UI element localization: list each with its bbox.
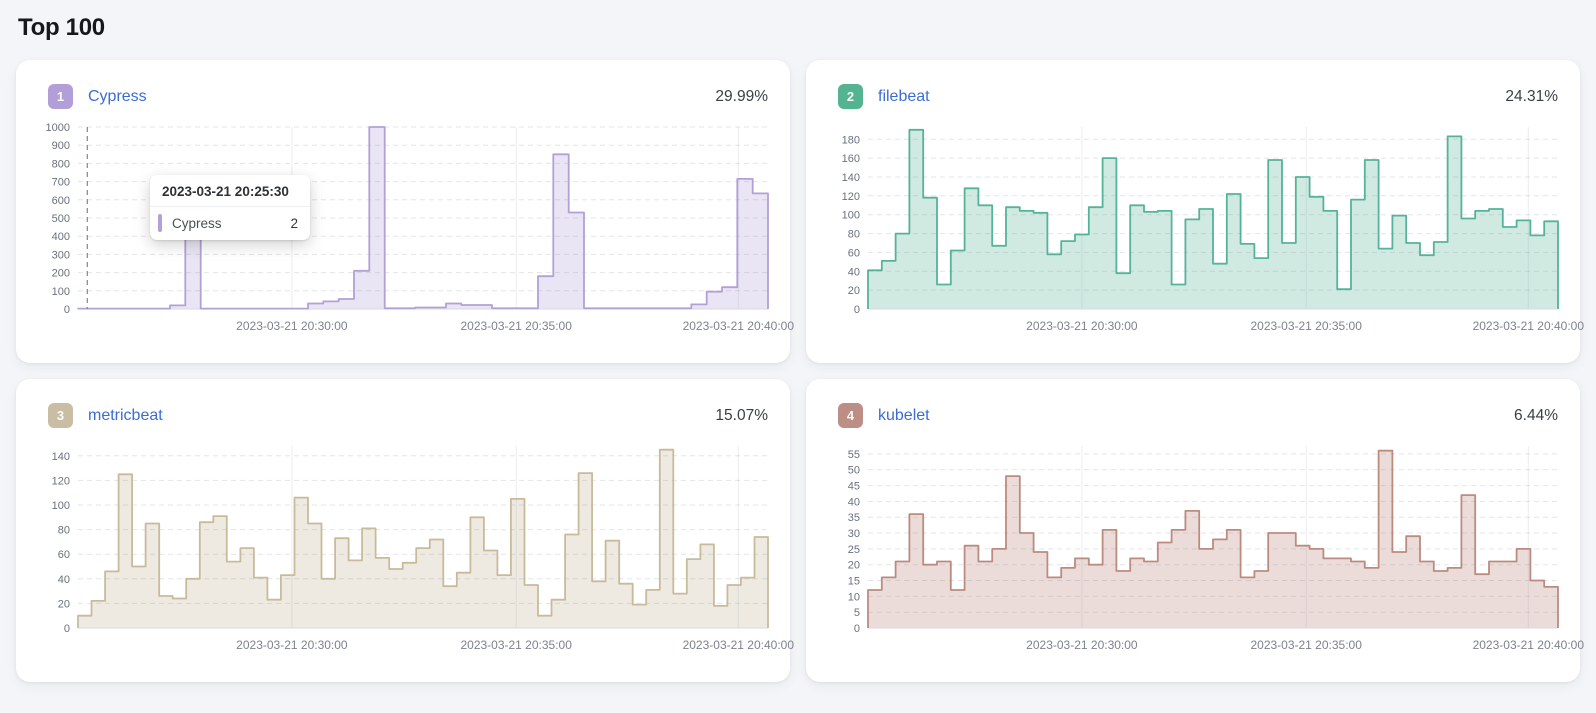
svg-text:80: 80 (58, 525, 70, 537)
tooltip-timestamp: 2023-03-21 20:25:30 (150, 182, 310, 207)
svg-text:40: 40 (58, 574, 70, 586)
svg-text:2023-03-21 20:40:00: 2023-03-21 20:40:00 (683, 319, 795, 333)
series-color-marker (158, 214, 162, 232)
svg-text:120: 120 (52, 475, 70, 487)
svg-text:2023-03-21 20:35:00: 2023-03-21 20:35:00 (1250, 638, 1362, 652)
svg-text:55: 55 (848, 449, 860, 461)
svg-text:60: 60 (848, 247, 860, 259)
card-header: 4 kubelet 6.44% (822, 395, 1564, 428)
rank-badge: 2 (838, 84, 863, 109)
svg-text:100: 100 (842, 210, 860, 222)
svg-text:160: 160 (842, 153, 860, 165)
svg-text:20: 20 (58, 598, 70, 610)
page-title: Top 100 (18, 14, 105, 41)
svg-text:35: 35 (848, 512, 860, 524)
svg-text:200: 200 (52, 268, 70, 280)
svg-text:500: 500 (52, 213, 70, 225)
svg-text:20: 20 (848, 560, 860, 572)
filebeat-area-chart[interactable]: 0 20 40 60 80 100 120 140 160 180 2023-03-21 20:30… (822, 119, 1584, 337)
series-link-metricbeat[interactable]: metricbeat (88, 406, 163, 424)
chart-area: 0 20 40 60 80 100 120 140 2023-03-21 20:30:00 202… (32, 438, 794, 656)
rank-badge: 4 (838, 403, 863, 428)
svg-text:2023-03-21 20:30:00: 2023-03-21 20:30:00 (236, 319, 348, 333)
svg-text:0: 0 (854, 304, 860, 316)
svg-text:15: 15 (848, 576, 860, 588)
chart-card-kubelet: 4 kubelet 6.44% 0 5 10 15 20 25 30 35 40 45 50 55 20… (806, 379, 1584, 682)
share-percent: 6.44% (1514, 406, 1558, 424)
rank-badge: 3 (48, 403, 73, 428)
svg-text:2023-03-21 20:30:00: 2023-03-21 20:30:00 (1026, 319, 1138, 333)
svg-text:50: 50 (848, 465, 860, 477)
card-header: 1 Cypress 29.99% (32, 76, 774, 109)
card-header: 3 metricbeat 15.07% (32, 395, 774, 428)
chart-area: 0 5 10 15 20 25 30 35 40 45 50 55 2023-03-21 20:30:0… (822, 438, 1584, 656)
svg-text:700: 700 (52, 177, 70, 189)
svg-text:2023-03-21 20:35:00: 2023-03-21 20:35:00 (1250, 319, 1362, 333)
cards-grid: 1 Cypress 29.99% 0 100 200 300 400 500 600 700 8… (16, 60, 1584, 682)
svg-text:0: 0 (64, 623, 70, 635)
chart-area: 0 20 40 60 80 100 120 140 160 180 2023-03-21 20:30… (822, 119, 1584, 337)
svg-text:5: 5 (854, 607, 860, 619)
svg-text:2023-03-21 20:30:00: 2023-03-21 20:30:00 (236, 638, 348, 652)
svg-text:400: 400 (52, 231, 70, 243)
svg-text:600: 600 (52, 195, 70, 207)
tooltip-series-row: Cypress 2 (150, 207, 310, 235)
svg-text:2023-03-21 20:40:00: 2023-03-21 20:40:00 (1473, 319, 1585, 333)
svg-text:80: 80 (848, 229, 860, 241)
rank-badge: 1 (48, 84, 73, 109)
svg-text:0: 0 (64, 304, 70, 316)
svg-text:40: 40 (848, 496, 860, 508)
svg-text:30: 30 (848, 528, 860, 540)
metricbeat-area-chart[interactable]: 0 20 40 60 80 100 120 140 2023-03-21 20:30:00 202… (32, 438, 794, 656)
svg-text:20: 20 (848, 285, 860, 297)
card-header: 2 filebeat 24.31% (822, 76, 1564, 109)
share-percent: 15.07% (715, 406, 768, 424)
svg-text:2023-03-21 20:40:00: 2023-03-21 20:40:00 (1473, 638, 1585, 652)
chart-tooltip: 2023-03-21 20:25:30 Cypress 2 (150, 175, 310, 240)
svg-text:0: 0 (854, 623, 860, 635)
svg-text:180: 180 (842, 134, 860, 146)
svg-text:2023-03-21 20:35:00: 2023-03-21 20:35:00 (460, 319, 572, 333)
svg-text:2023-03-21 20:30:00: 2023-03-21 20:30:00 (1026, 638, 1138, 652)
svg-text:2023-03-21 20:40:00: 2023-03-21 20:40:00 (683, 638, 795, 652)
chart-card-metricbeat: 3 metricbeat 15.07% 0 20 40 60 80 100 120 140 20… (16, 379, 794, 682)
svg-text:60: 60 (58, 549, 70, 561)
chart-area: 0 100 200 300 400 500 600 700 800 900 1000 2023-03-… (32, 119, 795, 337)
tooltip-series-value: 2 (290, 215, 298, 231)
series-link-cypress[interactable]: Cypress (88, 87, 147, 105)
svg-text:1000: 1000 (46, 122, 70, 134)
svg-text:100: 100 (52, 500, 70, 512)
kubelet-area-chart[interactable]: 0 5 10 15 20 25 30 35 40 45 50 55 2023-03-21 20:30:0… (822, 438, 1584, 656)
chart-card-cypress: 1 Cypress 29.99% 0 100 200 300 400 500 600 700 8… (16, 60, 795, 363)
tooltip-series-name: Cypress (172, 215, 222, 231)
svg-text:140: 140 (52, 451, 70, 463)
svg-text:900: 900 (52, 140, 70, 152)
svg-text:10: 10 (848, 591, 860, 603)
share-percent: 29.99% (715, 87, 768, 105)
share-percent: 24.31% (1505, 87, 1558, 105)
dashboard-page: Top 100 1 Cypress 29.99% 0 100 200 300 400 50… (16, 14, 1584, 682)
svg-text:800: 800 (52, 158, 70, 170)
chart-card-filebeat: 2 filebeat 24.31% 0 20 40 60 80 100 120 140 160 1… (806, 60, 1584, 363)
svg-text:45: 45 (848, 481, 860, 493)
svg-text:2023-03-21 20:35:00: 2023-03-21 20:35:00 (460, 638, 572, 652)
svg-text:300: 300 (52, 249, 70, 261)
svg-text:25: 25 (848, 544, 860, 556)
svg-text:140: 140 (842, 172, 860, 184)
series-link-filebeat[interactable]: filebeat (878, 87, 930, 105)
svg-text:120: 120 (842, 191, 860, 203)
svg-text:100: 100 (52, 286, 70, 298)
svg-text:40: 40 (848, 266, 860, 278)
series-link-kubelet[interactable]: kubelet (878, 406, 930, 424)
cypress-area-chart[interactable]: 0 100 200 300 400 500 600 700 800 900 1000 2023-03-… (32, 119, 795, 337)
